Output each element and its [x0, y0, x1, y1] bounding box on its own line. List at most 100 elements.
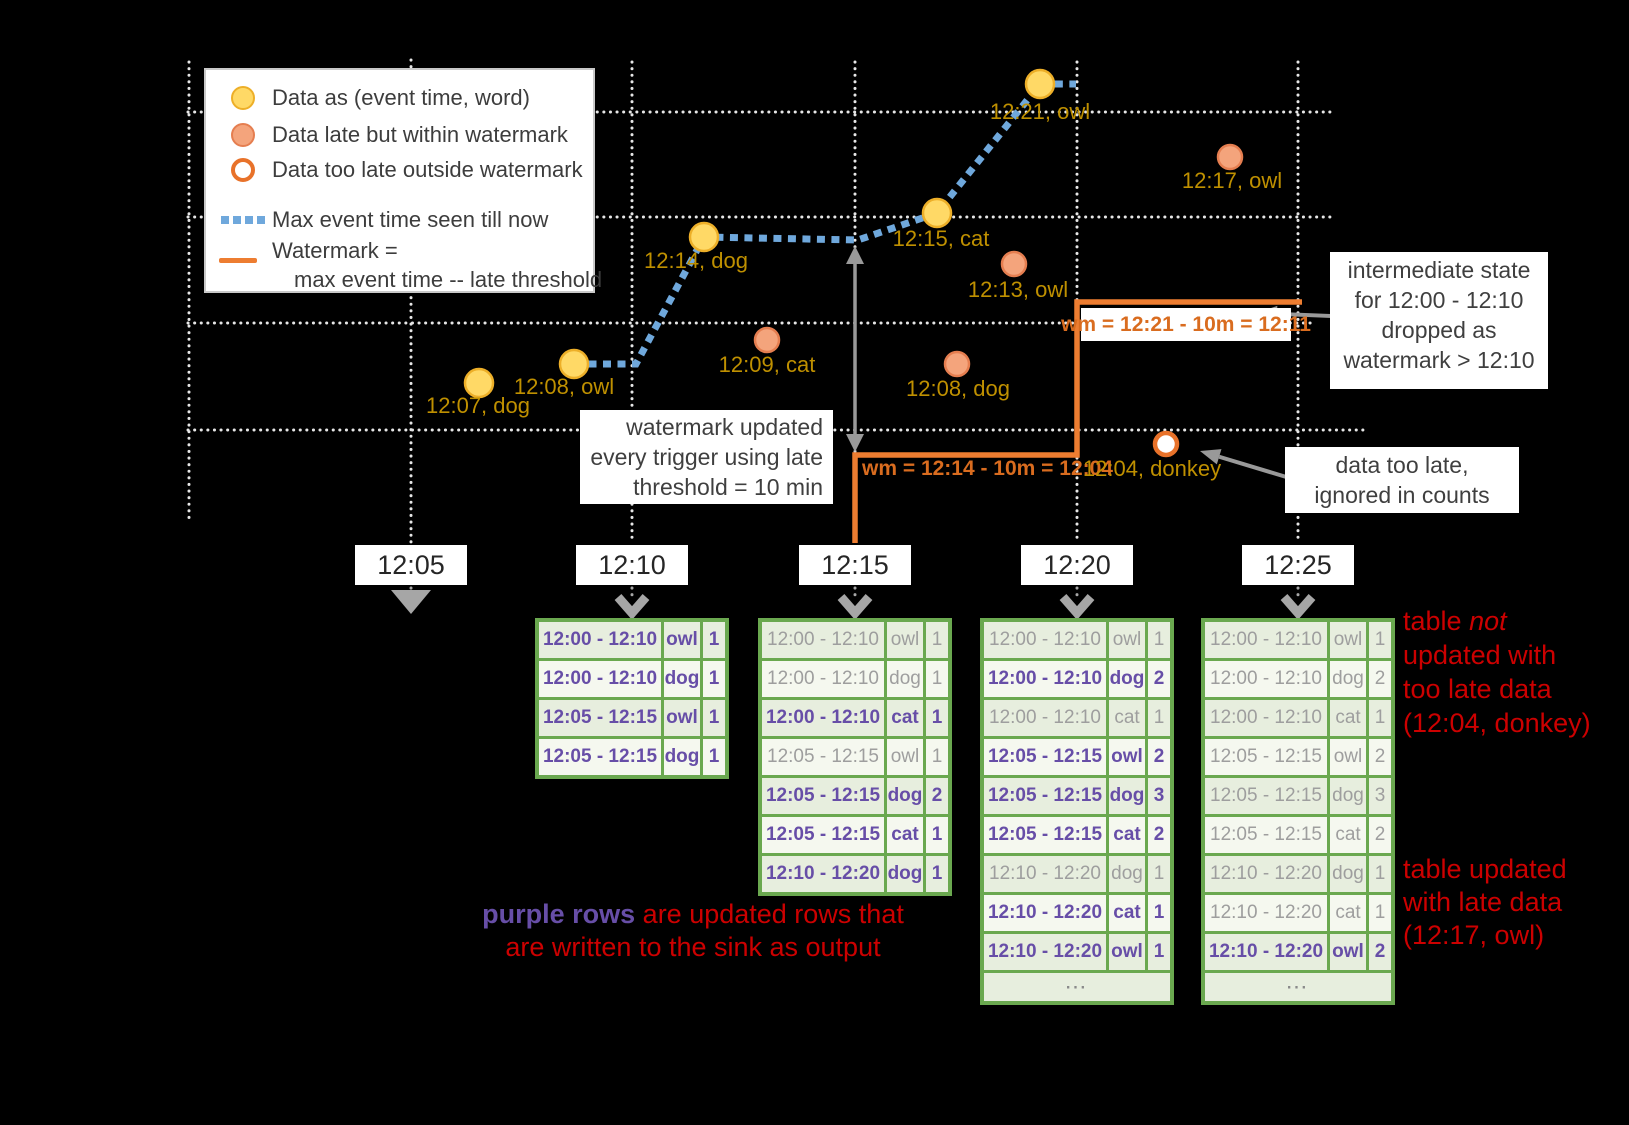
legend-label-ontime: Data as (event time, word): [272, 85, 530, 110]
result-table-12:25: 12:00 - 12:10 owl 1 12:00 - 12:10 dog 2 12:00 …: [1201, 618, 1395, 1005]
note-line: threshold = 10 min: [633, 474, 823, 500]
legend-label-watermark: Watermark =: [272, 238, 398, 263]
table-cell-win: 12:00 - 12:10: [984, 661, 1106, 697]
table-cell-cnt: 1: [926, 739, 948, 775]
watermark-line: [852, 299, 1302, 543]
caption-line: table updated: [1403, 854, 1567, 884]
point-label: 12:17, owl: [1181, 168, 1283, 193]
table-cell-win: 12:10 - 12:20: [1205, 934, 1327, 970]
point-label: 12:21, owl: [989, 99, 1091, 124]
too-late-pointer-arrow: [1218, 454, 1294, 481]
caption-updated: table updated with late data (12:17, owl…: [1403, 853, 1567, 952]
note-watermark-updated: watermark updated every trigger using la…: [580, 410, 833, 504]
table-ellipsis-row: ⋯: [1205, 973, 1391, 1001]
table-cell-win: 12:00 - 12:10: [1205, 661, 1327, 697]
table-cell-win: 12:00 - 12:10: [984, 622, 1106, 658]
table-cell-word: dog: [1109, 661, 1145, 697]
table-cell-win: 12:00 - 12:10: [984, 700, 1106, 736]
table-cell-cnt: 1: [1369, 856, 1391, 892]
table-cell-word: cat: [1330, 700, 1366, 736]
note-line: watermark updated: [626, 414, 823, 440]
table-cell-cnt: 1: [1148, 856, 1170, 892]
table-cell-word: dog: [664, 661, 700, 697]
table-cell-win: 12:05 - 12:15: [984, 739, 1106, 775]
table-cell-win: 12:10 - 12:20: [762, 856, 884, 892]
table-cell-win: 12:00 - 12:10: [762, 622, 884, 658]
point-label: 12:13, owl: [967, 277, 1069, 302]
table-cell-cnt: 2: [1369, 934, 1391, 970]
table-cell-win: 12:00 - 12:10: [539, 661, 661, 697]
table-cell-cnt: 1: [703, 622, 725, 658]
caption-line: are written to the sink as output: [505, 932, 881, 962]
point-label: 12:09, cat: [718, 352, 816, 377]
table-cell-word: owl: [664, 622, 700, 658]
table-cell-cnt: 1: [1148, 895, 1170, 931]
arrowhead-down-icon: [846, 434, 864, 452]
point-label: 12:08, owl: [513, 374, 615, 399]
table-cell-cnt: 2: [1148, 661, 1170, 697]
table-cell-word: owl: [1109, 622, 1145, 658]
table-cell-word: dog: [1330, 778, 1366, 814]
table-cell-word: owl: [1330, 622, 1366, 658]
data-point-late: [753, 326, 781, 354]
table-cell-win: 12:05 - 12:15: [539, 700, 661, 736]
table-cell-word: owl: [664, 700, 700, 736]
table-cell-win: 12:05 - 12:15: [762, 739, 884, 775]
table-cell-word: dog: [1109, 856, 1145, 892]
data-point-ontime: [558, 348, 590, 380]
data-point-late: [943, 350, 971, 378]
table-cell-win: 12:05 - 12:15: [1205, 817, 1327, 853]
max-event-time-line: [574, 80, 1076, 368]
arrowhead-up-icon: [846, 246, 864, 264]
table-cell-word: dog: [887, 856, 923, 892]
table-cell-word: dog: [887, 778, 923, 814]
axis-arrowhead-icon: [837, 594, 873, 620]
table-cell-cnt: 1: [1148, 622, 1170, 658]
table-cell-cnt: 1: [926, 817, 948, 853]
table-ellipsis-row: ⋯: [984, 973, 1170, 1001]
table-cell-win: 12:10 - 12:20: [984, 895, 1106, 931]
trigger-label-12:10: 12:10: [576, 545, 688, 585]
table-cell-win: 12:05 - 12:15: [762, 817, 884, 853]
note-line: for 12:00 - 12:10: [1354, 287, 1524, 313]
table-cell-win: 12:00 - 12:10: [539, 622, 661, 658]
table-cell-word: owl: [1330, 739, 1366, 775]
table-cell-cnt: 2: [1369, 661, 1391, 697]
table-cell-win: 12:10 - 12:20: [984, 934, 1106, 970]
trigger-label-12:15: 12:15: [799, 545, 911, 585]
table-cell-cnt: 1: [926, 622, 948, 658]
table-cell-word: owl: [887, 739, 923, 775]
legend-label-late: Data late but within watermark: [272, 122, 568, 147]
table-cell-cnt: 3: [1369, 778, 1391, 814]
note-line: ignored in counts: [1314, 482, 1490, 508]
table-cell-win: 12:10 - 12:20: [1205, 856, 1327, 892]
legend-label-max-event: Max event time seen till now: [272, 207, 549, 232]
max-event-line-icon: [214, 216, 272, 224]
point-label: 12:15, cat: [892, 226, 990, 251]
note-line: every trigger using late: [590, 444, 823, 470]
caption-not-updated: table not updated with too late data (12…: [1403, 604, 1591, 740]
table-cell-cnt: 1: [1369, 700, 1391, 736]
table-cell-cnt: 1: [703, 700, 725, 736]
ontime-dot-icon: [214, 86, 272, 110]
table-cell-cnt: 1: [703, 661, 725, 697]
table-cell-win: 12:05 - 12:15: [984, 817, 1106, 853]
data-point-ontime: [688, 221, 720, 253]
trigger-label-12:05: 12:05: [355, 545, 467, 585]
table-cell-win: 12:05 - 12:15: [1205, 739, 1327, 775]
note-line: dropped as: [1381, 317, 1497, 343]
table-cell-win: 12:00 - 12:10: [1205, 700, 1327, 736]
caption-line: (12:04, donkey): [1403, 708, 1591, 738]
table-cell-cnt: 1: [926, 700, 948, 736]
legend-label-toolate: Data too late outside watermark: [272, 157, 583, 182]
point-label: 12:07, dog: [426, 393, 530, 418]
table-cell-word: cat: [1330, 817, 1366, 853]
caption-line: with late data: [1403, 887, 1563, 917]
caption-purple-rows: purple rows are updated rows that are wr…: [443, 898, 943, 964]
table-cell-cnt: 1: [1148, 934, 1170, 970]
table-cell-word: dog: [1330, 856, 1366, 892]
table-cell-word: dog: [887, 661, 923, 697]
table-cell-cnt: 1: [926, 856, 948, 892]
result-table-12:20: 12:00 - 12:10 owl 1 12:00 - 12:10 dog 2 12:00 …: [980, 618, 1174, 1005]
